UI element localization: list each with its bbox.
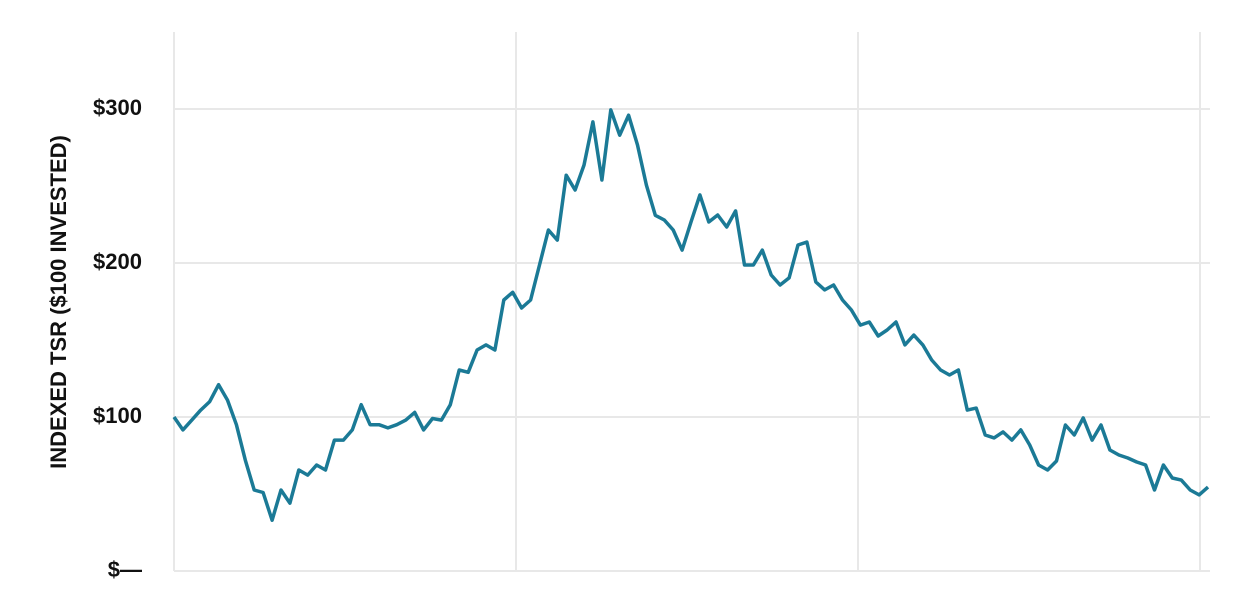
y-tick-label: $200 [93, 249, 142, 274]
y-tick-label: $300 [93, 95, 142, 120]
y-tick-label: $— [108, 557, 142, 582]
y-axis-label: INDEXED TSR ($100 INVESTED) [46, 135, 71, 469]
y-tick-label: $100 [93, 403, 142, 428]
line [172, 108, 1210, 522]
